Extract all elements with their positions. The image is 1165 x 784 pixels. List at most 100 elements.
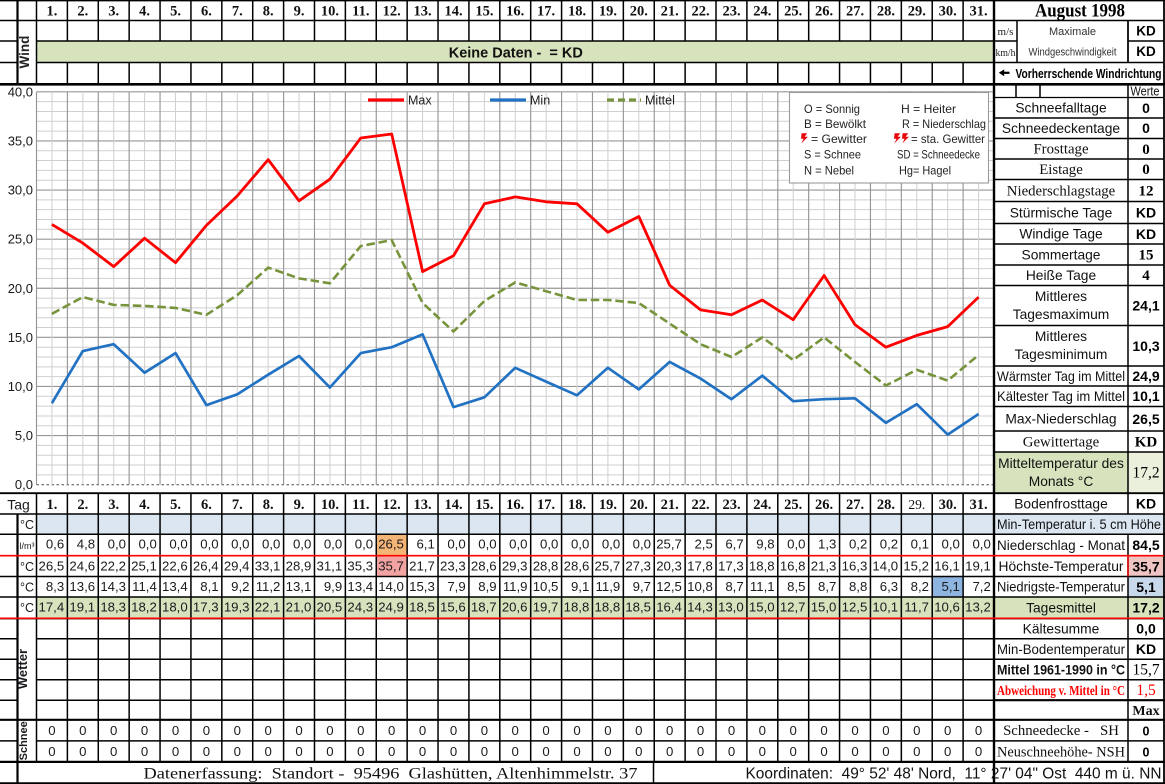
svg-text:0: 0	[172, 744, 179, 759]
svg-text:29,3: 29,3	[502, 558, 528, 573]
svg-text:27,3: 27,3	[625, 558, 651, 573]
svg-text:0,0: 0,0	[200, 537, 218, 552]
svg-text:0: 0	[851, 744, 858, 759]
svg-text:11.: 11.	[352, 497, 369, 513]
svg-text:Min-Temperatur i. 5 cm Höhe: Min-Temperatur i. 5 cm Höhe	[997, 517, 1161, 532]
svg-text:26,5: 26,5	[39, 558, 65, 573]
svg-text:0,0: 0,0	[262, 537, 280, 552]
svg-text:0: 0	[110, 744, 117, 759]
svg-text:5,1: 5,1	[942, 579, 960, 594]
svg-text:0: 0	[851, 723, 858, 738]
svg-text:8,7: 8,7	[725, 579, 743, 594]
svg-text:24.: 24.	[753, 497, 771, 513]
svg-text:11,4: 11,4	[132, 579, 157, 594]
svg-text:11,7: 11,7	[904, 599, 929, 614]
svg-text:°C: °C	[20, 518, 34, 532]
svg-text:4.: 4.	[139, 497, 150, 513]
svg-text:20.: 20.	[630, 3, 648, 19]
svg-text:KD: KD	[1136, 226, 1156, 242]
svg-text:20,5: 20,5	[317, 599, 343, 614]
svg-text:Wetter: Wetter	[15, 649, 30, 689]
svg-text:0: 0	[357, 723, 364, 738]
svg-text:0: 0	[450, 744, 457, 759]
svg-text:30.: 30.	[939, 3, 957, 19]
svg-text:0,0: 0,0	[972, 537, 990, 552]
svg-text:Eistage: Eistage	[1039, 162, 1083, 178]
svg-text:6,3: 6,3	[880, 579, 898, 594]
svg-text:0: 0	[666, 744, 673, 759]
svg-text:9,8: 9,8	[756, 537, 774, 552]
svg-text:0,2: 0,2	[880, 537, 898, 552]
svg-text:8.: 8.	[263, 497, 274, 513]
svg-text:5.: 5.	[170, 3, 181, 19]
svg-text:25,0: 25,0	[8, 232, 33, 247]
svg-text:6.: 6.	[201, 3, 212, 19]
svg-text:0: 0	[820, 744, 827, 759]
svg-text:0: 0	[48, 723, 55, 738]
svg-text:15,0: 15,0	[811, 599, 837, 614]
svg-text:6,7: 6,7	[725, 537, 743, 552]
svg-text:9,9: 9,9	[324, 579, 342, 594]
svg-text:°C: °C	[20, 560, 34, 574]
svg-text:9,2: 9,2	[231, 579, 249, 594]
svg-text:5.: 5.	[170, 497, 181, 513]
svg-text:12.: 12.	[383, 3, 401, 19]
svg-text:7,9: 7,9	[447, 579, 465, 594]
svg-text:0,0: 0,0	[1136, 621, 1156, 637]
svg-text:15.: 15.	[475, 497, 493, 513]
svg-text:18,0: 18,0	[162, 599, 188, 614]
svg-text:0: 0	[1142, 120, 1150, 136]
svg-text:18,8: 18,8	[749, 558, 775, 573]
svg-text:19.: 19.	[599, 3, 617, 19]
svg-text:SD = Schneedecke: SD = Schneedecke	[897, 149, 980, 162]
svg-text:16,8: 16,8	[780, 558, 806, 573]
svg-text:22,1: 22,1	[255, 599, 281, 614]
svg-text:20.: 20.	[630, 497, 648, 513]
svg-text:0: 0	[1143, 724, 1150, 738]
svg-text:0,1: 0,1	[911, 537, 929, 552]
svg-text:19,1: 19,1	[69, 599, 95, 614]
svg-text:26.: 26.	[815, 3, 833, 19]
svg-text:0,0: 0,0	[447, 537, 465, 552]
svg-text:Tagesmittel: Tagesmittel	[1026, 601, 1096, 616]
svg-text:0: 0	[790, 744, 797, 759]
svg-text:0,0: 0,0	[602, 537, 620, 552]
svg-text:10,1: 10,1	[1132, 388, 1159, 404]
svg-text:1.: 1.	[46, 497, 57, 513]
svg-text:0: 0	[295, 723, 302, 738]
svg-text:0: 0	[573, 723, 580, 738]
svg-text:KD: KD	[1135, 435, 1158, 451]
svg-text:8,2: 8,2	[911, 579, 929, 594]
svg-text:0: 0	[203, 744, 210, 759]
svg-text:31.: 31.	[970, 3, 988, 19]
svg-text:Tag: Tag	[7, 496, 30, 512]
svg-text:40,0: 40,0	[8, 84, 33, 99]
svg-text:21.: 21.	[661, 3, 679, 19]
svg-text:23.: 23.	[722, 3, 740, 19]
svg-text:14,3: 14,3	[687, 599, 713, 614]
svg-text:16,3: 16,3	[842, 558, 868, 573]
svg-text:8,5: 8,5	[787, 579, 805, 594]
svg-text:11.: 11.	[352, 3, 369, 19]
svg-text:15,7: 15,7	[1132, 662, 1159, 679]
svg-text:0: 0	[759, 744, 766, 759]
svg-text:0: 0	[141, 744, 148, 759]
svg-text:0: 0	[542, 744, 549, 759]
svg-text:16.: 16.	[506, 3, 524, 19]
svg-text:22,2: 22,2	[100, 558, 126, 573]
svg-text:24,6: 24,6	[69, 558, 95, 573]
svg-text:Wind: Wind	[17, 36, 32, 69]
svg-text:11,9: 11,9	[503, 579, 528, 594]
svg-text:31.: 31.	[970, 497, 988, 513]
svg-text:28.: 28.	[877, 497, 895, 513]
svg-text:Windige Tage: Windige Tage	[1019, 227, 1103, 242]
svg-text:22.: 22.	[692, 497, 710, 513]
svg-text:0: 0	[79, 744, 86, 759]
svg-text:1.: 1.	[46, 3, 57, 19]
svg-text:0: 0	[1142, 100, 1150, 116]
svg-text:= Gewitter: = Gewitter	[811, 133, 867, 146]
svg-text:22.: 22.	[692, 3, 710, 19]
svg-text:25,1: 25,1	[131, 558, 157, 573]
svg-text:0,0: 0,0	[540, 537, 558, 552]
svg-text:15,3: 15,3	[409, 579, 435, 594]
